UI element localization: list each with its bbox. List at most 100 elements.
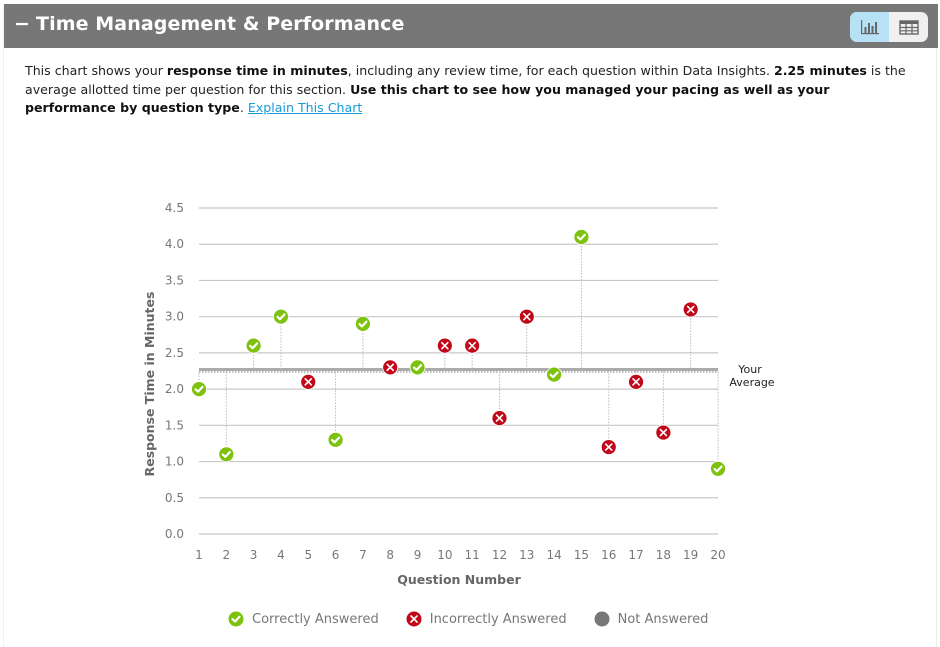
check-icon	[249, 342, 259, 350]
x-tick-label: 3	[250, 548, 258, 562]
correct-point[interactable]	[409, 359, 426, 376]
correct-point[interactable]	[273, 308, 289, 325]
x-icon	[659, 428, 668, 437]
x-icon	[632, 378, 640, 386]
check-icon	[221, 451, 231, 458]
correct-point[interactable]	[191, 381, 207, 398]
table-icon	[898, 19, 919, 35]
chart-legend: Correctly Answered Incorrectly Answered …	[228, 611, 735, 627]
y-tick-label: 3.5	[165, 273, 184, 287]
incorrect-point[interactable]	[600, 439, 617, 455]
description-text: , including any review time, for each qu…	[347, 63, 774, 78]
x-tick-label: 7	[359, 548, 367, 562]
description-bold: response time in minutes	[166, 63, 348, 78]
check-icon	[576, 233, 587, 241]
incorrect-point[interactable]	[464, 337, 481, 354]
x-tick-label: 14	[546, 548, 561, 562]
x-icon	[686, 305, 695, 314]
y-tick-label: 4.5	[165, 201, 184, 215]
x-tick-label: 18	[656, 548, 671, 562]
incorrect-point[interactable]	[436, 337, 453, 354]
description-text: is the average allotted time per questio…	[25, 63, 906, 97]
check-icon	[358, 320, 368, 328]
x-tick-label: 10	[437, 548, 452, 562]
legend-label: Incorrectly Answered	[429, 611, 567, 627]
correct-point[interactable]	[245, 337, 262, 354]
correct-point[interactable]	[546, 366, 563, 383]
legend-label: Not Answered	[617, 611, 709, 627]
x-icon	[522, 312, 531, 321]
incorrect-point[interactable]	[628, 373, 644, 390]
view-toggle	[850, 12, 928, 42]
bar-chart-icon	[860, 20, 879, 35]
x-tick-label: 4	[277, 548, 285, 562]
y-axis-label: Response Time in Minutes	[142, 292, 157, 477]
y-tick-label: 2.5	[165, 346, 184, 360]
x-tick-label: 20	[710, 548, 725, 562]
explain-chart-link[interactable]: Explain This Chart	[247, 100, 363, 115]
average-label-line1: Your	[737, 363, 762, 376]
data-points	[191, 229, 726, 477]
x-tick-label: 19	[683, 548, 698, 562]
x-tick-label: 13	[519, 548, 534, 562]
x-tick-label: 6	[332, 548, 340, 562]
check-icon	[549, 371, 559, 379]
check-icon	[194, 385, 204, 393]
filled-circle-icon	[594, 611, 610, 627]
legend-label: Correctly Answered	[252, 611, 379, 627]
x-tick-label: 11	[465, 548, 480, 562]
table-view-button[interactable]	[889, 12, 928, 42]
incorrect-point[interactable]	[655, 424, 672, 441]
x-tick-label: 5	[304, 548, 312, 562]
incorrect-point[interactable]	[491, 410, 508, 426]
incorrect-point[interactable]	[518, 308, 535, 325]
incorrect-point[interactable]	[300, 373, 317, 390]
collapse-icon[interactable]: −	[14, 13, 31, 35]
incorrect-point[interactable]	[382, 359, 399, 376]
panel-header[interactable]: − Time Management & Performance	[4, 4, 938, 48]
y-tick-label: 3.0	[165, 310, 184, 324]
check-icon	[713, 465, 723, 473]
description-text: .	[239, 100, 248, 115]
correct-point[interactable]	[218, 446, 235, 463]
x-icon	[304, 378, 313, 386]
x-icon	[468, 341, 476, 350]
legend-item-incorrect[interactable]: Incorrectly Answered	[406, 611, 567, 627]
average-label-line2: Average	[729, 376, 774, 389]
legend-item-not-answered[interactable]: Not Answered	[594, 611, 709, 627]
x-tick-label: 9	[414, 548, 422, 562]
y-tick-label: 2.0	[165, 382, 184, 396]
x-tick-label: 1	[195, 548, 203, 562]
x-axis-ticks: 1 2 3 4 5 6 7 8 9 10 11 12 13 14 15 16 17 18 19 20	[195, 548, 725, 562]
chart-description: This chart shows your response time in m…	[25, 62, 915, 118]
description-bold: 2.25 minutes	[773, 63, 867, 78]
x-tick-label: 16	[601, 548, 616, 562]
incorrect-point[interactable]	[682, 301, 699, 318]
description-text: This chart shows your	[25, 63, 167, 78]
x-icon	[386, 363, 395, 372]
correct-point[interactable]	[573, 229, 590, 245]
chart-view-button[interactable]	[850, 12, 889, 42]
time-management-panel: − Time Management & Performance	[3, 4, 938, 647]
average-line-group	[199, 368, 718, 373]
x-tick-label: 8	[386, 548, 394, 562]
panel-title[interactable]: − Time Management & Performance	[14, 13, 405, 35]
legend-item-correct[interactable]: Correctly Answered	[228, 611, 379, 627]
x-tick-label: 15	[574, 548, 589, 562]
x-icon	[604, 443, 613, 451]
y-tick-label: 0.0	[165, 527, 184, 541]
description-bold: Use this chart to see how you managed yo…	[25, 81, 830, 116]
x-axis-label: Question Number	[397, 572, 521, 587]
y-axis-ticks: 0.0 0.5 1.0 1.5 2.0 2.5 3.0 3.5 4.0 4.5	[165, 201, 184, 541]
check-icon	[276, 313, 286, 321]
correct-point[interactable]	[710, 460, 726, 477]
correct-point[interactable]	[327, 431, 344, 448]
y-tick-label: 0.5	[165, 491, 184, 505]
y-tick-label: 1.5	[165, 418, 184, 432]
x-icon	[495, 414, 504, 422]
y-tick-label: 4.0	[165, 237, 184, 251]
x-circle-icon	[406, 611, 422, 627]
panel-title-text: Time Management & Performance	[36, 13, 405, 35]
correct-point[interactable]	[354, 316, 371, 332]
